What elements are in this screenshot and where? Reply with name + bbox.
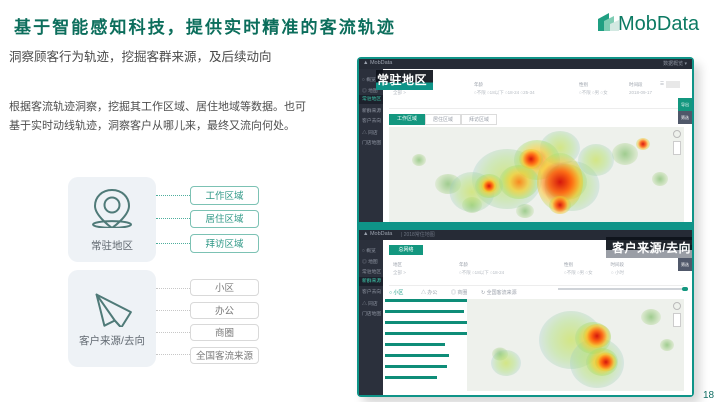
svg-text:MobData: MobData [618, 13, 700, 35]
